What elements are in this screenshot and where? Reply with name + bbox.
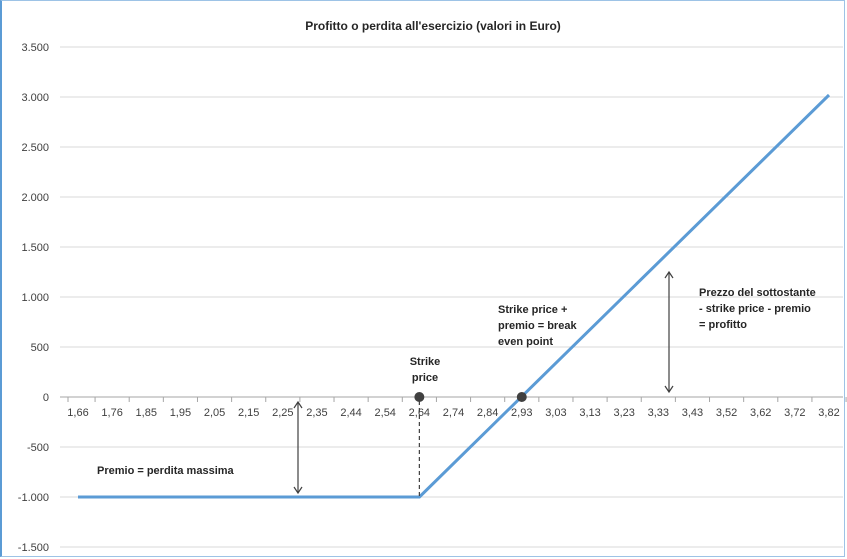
strike-price-label-2: price bbox=[412, 372, 438, 384]
x-tick-label: 2,64 bbox=[409, 407, 430, 419]
x-tick-label: 2,15 bbox=[238, 407, 259, 419]
x-tick-label: 3,62 bbox=[750, 407, 771, 419]
y-tick-label: 1.000 bbox=[21, 292, 49, 304]
break-even-label-3: even point bbox=[498, 336, 553, 348]
x-tick-label: 2,93 bbox=[511, 407, 532, 419]
y-tick-label: 2.000 bbox=[21, 192, 49, 204]
strike-price-marker bbox=[414, 392, 425, 402]
y-tick-label: 3.500 bbox=[21, 42, 49, 54]
x-tick-label: 2,84 bbox=[477, 407, 498, 419]
x-axis-ticks: 1,66 1,76 1,85 1,95 2,05 2,15 2,25 2,35 2,44 2,54… bbox=[67, 397, 847, 419]
break-even-marker bbox=[516, 392, 527, 402]
x-tick-label: 3,43 bbox=[682, 407, 703, 419]
y-tick-label: -1.000 bbox=[18, 492, 49, 504]
premium-label: Premio = perdita massima bbox=[97, 465, 235, 477]
x-tick-label: 1,76 bbox=[101, 407, 122, 419]
y-tick-label: 500 bbox=[31, 342, 49, 354]
x-tick-label: 1,95 bbox=[170, 407, 191, 419]
break-even-label-2: premio = break bbox=[498, 320, 577, 332]
profit-label-1: Prezzo del sottostante bbox=[699, 287, 816, 299]
y-tick-label: 1.500 bbox=[21, 242, 49, 254]
x-tick-label: 3,23 bbox=[613, 407, 634, 419]
y-tick-label: -1.500 bbox=[18, 542, 49, 554]
profit-arrow-head-bottom bbox=[664, 385, 674, 394]
y-tick-label: 0 bbox=[43, 392, 49, 404]
x-tick-label: 3,52 bbox=[716, 407, 737, 419]
y-axis-ticks: 3.500 3.000 2.500 2.000 1.500 1.000 500 0 -500 -1… bbox=[18, 42, 49, 554]
x-tick-label: 3,72 bbox=[784, 407, 805, 419]
marker-group bbox=[414, 392, 527, 402]
grid-lines bbox=[60, 46, 843, 548]
x-tick-label: 2,44 bbox=[340, 407, 361, 419]
strike-price-label-1: Strike bbox=[410, 356, 441, 368]
profit-label-3: = profitto bbox=[699, 319, 747, 331]
x-tick-label: 3,13 bbox=[579, 407, 600, 419]
payoff-line bbox=[78, 93, 831, 499]
x-tick-label: 2,05 bbox=[204, 407, 225, 419]
x-tick-label: 2,35 bbox=[306, 407, 327, 419]
premium-arrow-head-top bbox=[293, 400, 303, 409]
y-tick-label: 3.000 bbox=[21, 92, 49, 104]
x-tick-label: 3,82 bbox=[818, 407, 839, 419]
series-group bbox=[78, 93, 831, 499]
break-even-label-1: Strike price + bbox=[498, 304, 567, 316]
x-tick-label: 2,74 bbox=[443, 407, 464, 419]
x-tick-label: 3,03 bbox=[545, 407, 566, 419]
x-tick-label: 1,85 bbox=[136, 407, 157, 419]
x-tick-label: 1,66 bbox=[67, 407, 88, 419]
y-tick-label: 2.500 bbox=[21, 142, 49, 154]
x-tick-label: 2,54 bbox=[375, 407, 396, 419]
profit-label-2: - strike price - premio bbox=[699, 303, 811, 315]
annotations: Strike price Strike price + premio = bre… bbox=[97, 287, 816, 477]
annotation-arrows bbox=[293, 270, 674, 497]
premium-arrow-head-bottom bbox=[293, 486, 303, 495]
x-tick-label: 2,25 bbox=[272, 407, 293, 419]
x-tick-label: 3,33 bbox=[648, 407, 669, 419]
y-tick-label: -500 bbox=[27, 442, 49, 454]
profit-arrow-head-top bbox=[664, 270, 674, 279]
chart-title: Profitto o perdita all'esercizio (valori… bbox=[305, 19, 561, 33]
